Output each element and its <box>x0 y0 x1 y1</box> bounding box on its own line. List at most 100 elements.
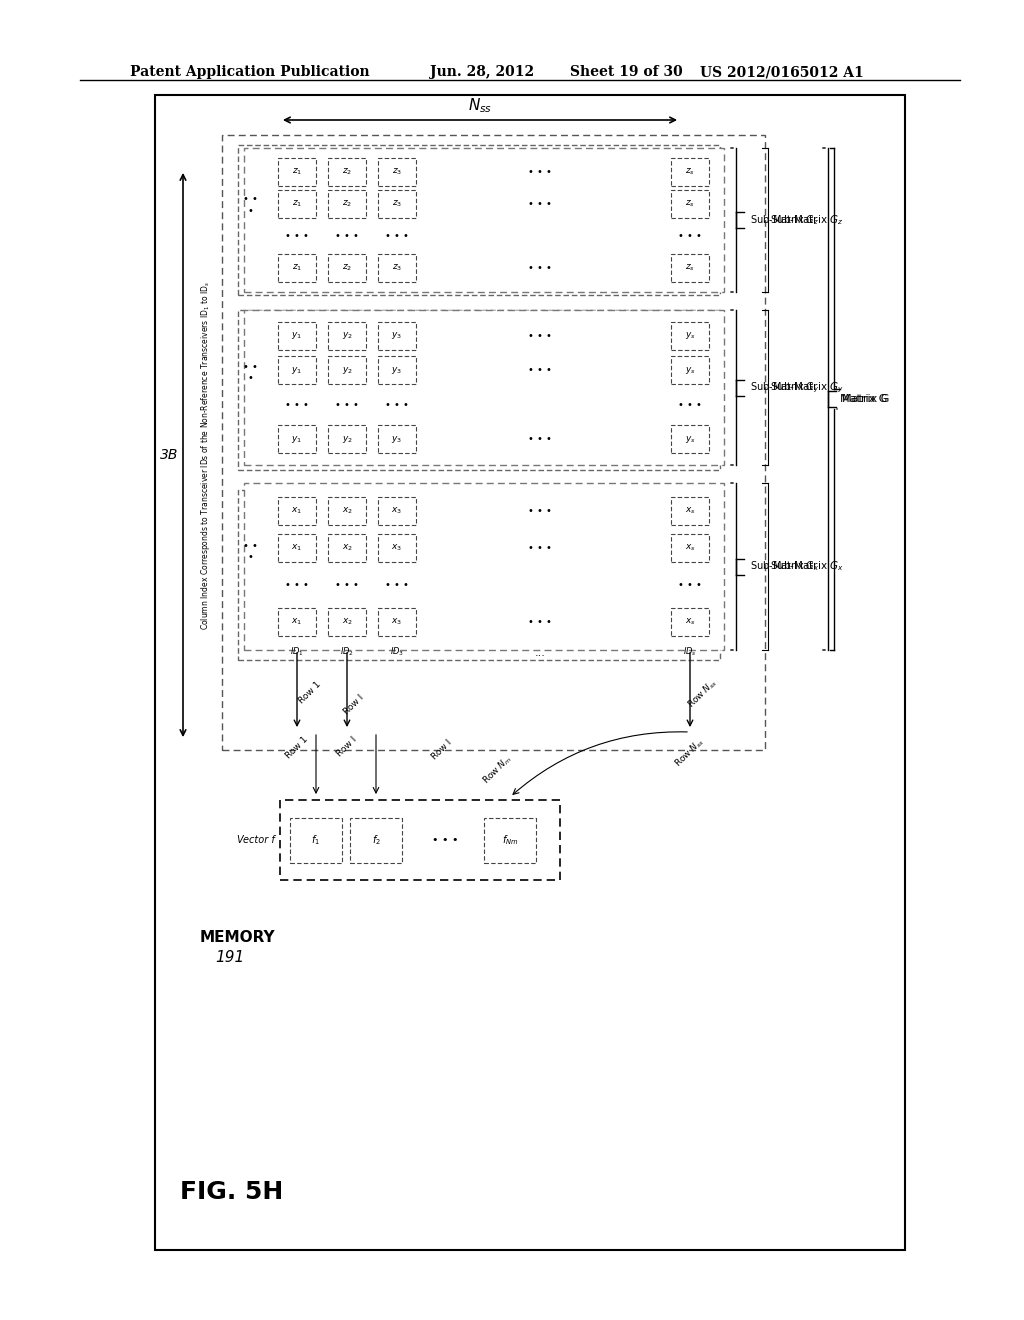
Text: • • •: • • • <box>528 331 552 341</box>
Text: FIG. 5H: FIG. 5H <box>180 1180 284 1204</box>
Bar <box>378 356 416 384</box>
Bar <box>244 148 724 292</box>
Text: $y_{1}$: $y_{1}$ <box>292 434 302 445</box>
Text: Sheet 19 of 30: Sheet 19 of 30 <box>570 65 683 79</box>
Text: $f_2$: $f_2$ <box>372 833 381 847</box>
Bar <box>278 535 316 562</box>
Bar <box>278 322 316 350</box>
Text: $x_{2}$: $x_{2}$ <box>342 506 352 516</box>
Bar <box>378 535 416 562</box>
Text: • • •: • • • <box>335 579 359 590</box>
Text: $f_1$: $f_1$ <box>311 833 321 847</box>
Bar <box>378 496 416 525</box>
Text: US 2012/0165012 A1: US 2012/0165012 A1 <box>700 65 864 79</box>
Bar <box>671 609 709 636</box>
Text: $y_{3}$: $y_{3}$ <box>391 434 402 445</box>
Text: $x_{2}$: $x_{2}$ <box>342 543 352 553</box>
Text: Row I: Row I <box>342 693 366 717</box>
Bar <box>278 190 316 218</box>
Text: $y_{s}$: $y_{s}$ <box>685 434 695 445</box>
Bar <box>378 190 416 218</box>
Bar <box>484 817 536 862</box>
Bar <box>244 483 724 649</box>
Text: $y_{2}$: $y_{2}$ <box>342 434 352 445</box>
Text: Matrix G: Matrix G <box>840 393 888 404</box>
Text: $z_{s}$: $z_{s}$ <box>685 199 695 210</box>
Text: • • •: • • • <box>678 579 701 590</box>
Text: $x_{1}$: $x_{1}$ <box>292 616 302 627</box>
Text: Sub-Matrix $G_x$: Sub-Matrix $G_x$ <box>770 560 844 573</box>
Text: $ID_3$: $ID_3$ <box>390 645 404 657</box>
Bar <box>328 253 366 282</box>
Text: • • •: • • • <box>285 579 309 590</box>
Text: • •
•: • • • <box>243 541 257 562</box>
Text: $x_{s}$: $x_{s}$ <box>685 616 695 627</box>
Text: • • •: • • • <box>385 579 409 590</box>
Text: $y_{s}$: $y_{s}$ <box>685 364 695 376</box>
Text: Row 1: Row 1 <box>297 680 323 706</box>
Text: • • •: • • • <box>678 231 701 242</box>
Text: $z_{2}$: $z_{2}$ <box>342 263 352 273</box>
Text: $ID_1$: $ID_1$ <box>290 645 304 657</box>
Text: $x_{s}$: $x_{s}$ <box>685 506 695 516</box>
Text: $x_{1}$: $x_{1}$ <box>292 543 302 553</box>
Text: • • •: • • • <box>528 618 552 627</box>
Text: • • •: • • • <box>528 199 552 209</box>
Bar <box>278 356 316 384</box>
Bar <box>328 496 366 525</box>
Text: • •
•: • • • <box>243 194 257 215</box>
Bar <box>671 253 709 282</box>
Bar <box>278 158 316 186</box>
Bar <box>278 253 316 282</box>
Text: $z_{3}$: $z_{3}$ <box>392 263 402 273</box>
Text: Row $N_m$: Row $N_m$ <box>480 752 515 787</box>
Text: Row I: Row I <box>430 738 454 762</box>
Bar <box>378 253 416 282</box>
Text: $ID_s$: $ID_s$ <box>683 645 697 657</box>
Text: Jun. 28, 2012: Jun. 28, 2012 <box>430 65 535 79</box>
Bar <box>222 135 765 750</box>
Bar <box>155 95 905 1250</box>
Text: $z_{1}$: $z_{1}$ <box>292 263 302 273</box>
Text: Row I: Row I <box>335 735 358 759</box>
Bar <box>238 145 720 294</box>
Bar <box>278 609 316 636</box>
Text: $y_{2}$: $y_{2}$ <box>342 364 352 376</box>
Text: $z_{3}$: $z_{3}$ <box>392 166 402 177</box>
Text: Matrix G: Matrix G <box>842 393 890 404</box>
Text: • •
•: • • • <box>243 362 257 383</box>
Bar <box>671 425 709 453</box>
Text: $x_{2}$: $x_{2}$ <box>342 616 352 627</box>
Text: $z_{2}$: $z_{2}$ <box>342 199 352 210</box>
Text: • • •: • • • <box>678 400 701 409</box>
Text: • • •: • • • <box>285 231 309 242</box>
Text: • • •: • • • <box>432 836 459 845</box>
Text: ...: ... <box>535 648 546 657</box>
Bar <box>328 158 366 186</box>
Text: • • •: • • • <box>528 434 552 444</box>
Text: Row 1: Row 1 <box>284 735 310 760</box>
Text: • • •: • • • <box>335 400 359 409</box>
Text: • • •: • • • <box>335 231 359 242</box>
Bar <box>671 190 709 218</box>
Bar <box>671 158 709 186</box>
Bar <box>671 356 709 384</box>
Bar <box>328 535 366 562</box>
Text: $z_{1}$: $z_{1}$ <box>292 199 302 210</box>
Bar <box>328 356 366 384</box>
Bar <box>290 817 342 862</box>
Bar <box>671 496 709 525</box>
Text: MEMORY: MEMORY <box>200 931 275 945</box>
Text: Column Index Corresponds to Transceiver IDs of the Non-Reference Transceivers ID: Column Index Corresponds to Transceiver … <box>199 280 212 630</box>
Text: $y_{3}$: $y_{3}$ <box>391 330 402 342</box>
Bar <box>378 158 416 186</box>
Text: $z_{3}$: $z_{3}$ <box>392 199 402 210</box>
Bar <box>328 322 366 350</box>
Bar <box>238 310 720 470</box>
Text: • • •: • • • <box>528 168 552 177</box>
Text: Sub-Matrix $G_y$: Sub-Matrix $G_y$ <box>750 380 819 395</box>
Text: $z_{2}$: $z_{2}$ <box>342 166 352 177</box>
Bar <box>328 190 366 218</box>
Bar <box>328 425 366 453</box>
Text: • • •: • • • <box>528 506 552 516</box>
